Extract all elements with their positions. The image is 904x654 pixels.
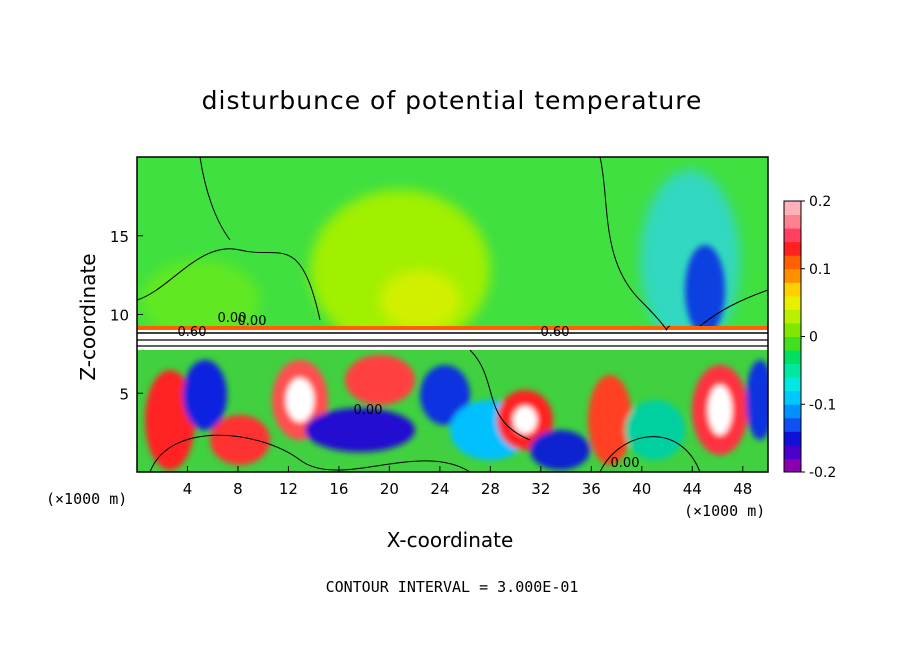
x-tick-label: 40: [632, 480, 651, 498]
colorbar-swatch: [784, 214, 801, 229]
colorbar-swatch: [784, 458, 801, 473]
colorbar-swatch: [784, 444, 801, 459]
y-tick-label: 15: [110, 228, 129, 246]
x-tick-label: 12: [279, 480, 298, 498]
x-tick-label: 24: [430, 480, 449, 498]
colorbar-swatch: [784, 295, 801, 310]
colorbar-tick-label: 0.2: [809, 194, 831, 210]
colorbar-tick-label: -0.2: [809, 465, 836, 481]
colorbar-swatch: [784, 377, 801, 392]
contour-label: 0.00: [354, 403, 383, 418]
colorbar-swatch: [784, 350, 801, 365]
contour-label: 0.60: [541, 325, 570, 340]
colorbar-swatch: [784, 241, 801, 256]
x-tick-label: 4: [183, 480, 193, 498]
field-layer: [137, 157, 768, 472]
colorbar-swatch: [784, 268, 801, 283]
colorbar-tick-label: -0.1: [809, 397, 836, 413]
colorbar-swatch: [784, 309, 801, 324]
colorbar-swatch: [784, 255, 801, 270]
contour-interval-note: CONTOUR INTERVAL = 3.000E-01: [325, 578, 579, 596]
y-tick-label: 5: [119, 385, 129, 403]
chart-title: disturbunce of potential temperature: [201, 86, 703, 115]
x-tick-label: 8: [233, 480, 243, 498]
colorbar-swatch: [784, 336, 801, 351]
y-axis-label: Z-coordinate: [76, 253, 100, 381]
colorbar-swatch: [784, 417, 801, 432]
colorbar-tick-label: 0: [809, 330, 818, 346]
colorbar-swatch: [784, 431, 801, 446]
contour-label: 0.60: [178, 325, 207, 340]
y-axis-ticks: 5 10 15: [110, 228, 143, 403]
colorbar: 0.2 0.1 0 -0.1 -0.2: [783, 194, 836, 481]
contour-label: 0.00: [611, 456, 640, 471]
x-axis-label: X-coordinate: [386, 528, 514, 552]
colorbar-tick-label: 0.1: [809, 262, 831, 278]
x-axis-ticks: 4 8 12 16 20 24 28 32 36 40 44 48: [183, 466, 752, 498]
x-tick-label: 48: [733, 480, 752, 498]
x-unit-right: (×1000 m): [684, 502, 766, 520]
colorbar-swatch: [784, 228, 801, 243]
y-tick-label: 10: [110, 307, 129, 325]
x-unit-left: (×1000 m): [46, 490, 128, 508]
x-tick-label: 36: [582, 480, 601, 498]
contour-labels: 0.60 0.600.000.000.000.00: [178, 311, 640, 471]
x-tick-label: 16: [329, 480, 348, 498]
x-tick-label: 28: [481, 480, 500, 498]
colorbar-swatch: [784, 322, 801, 337]
colorbar-swatch: [784, 363, 801, 378]
colorbar-swatch: [784, 390, 801, 405]
x-tick-label: 32: [531, 480, 550, 498]
contour-label: 0.00: [218, 311, 247, 326]
x-tick-label: 44: [683, 480, 702, 498]
colorbar-swatch: [784, 201, 801, 216]
x-tick-label: 20: [380, 480, 399, 498]
colorbar-swatch: [784, 282, 801, 297]
contour-label: 0.00: [238, 314, 267, 329]
colorbar-swatch: [784, 404, 801, 419]
